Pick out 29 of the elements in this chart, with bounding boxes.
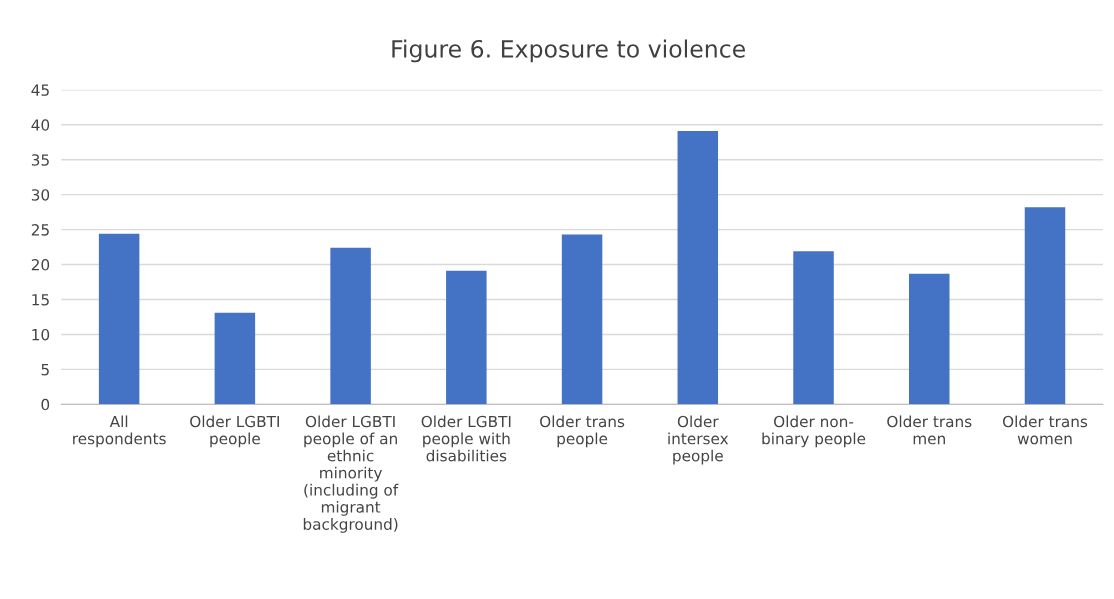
x-tick-label: Older non- binary people <box>762 415 866 448</box>
bar <box>793 251 834 405</box>
bar <box>330 247 371 405</box>
x-tick-label: Older intersex people <box>668 415 729 465</box>
y-tick-label: 35 <box>31 154 49 166</box>
bar <box>561 234 603 405</box>
x-tick-label: Older trans people <box>540 415 625 448</box>
x-tick-label: Older trans women <box>1002 415 1088 445</box>
x-tick-label: Older LGBTI people with disabilities <box>421 415 511 462</box>
y-tick-label: 30 <box>31 189 50 201</box>
y-tick-label: 10 <box>32 328 50 341</box>
x-tick-label: Older trans men <box>887 415 972 445</box>
y-tick-label: 25 <box>31 224 49 236</box>
x-tick-label: Older LGBTI people <box>190 415 279 448</box>
y-tick-label: 20 <box>31 259 50 271</box>
chart-title: Figure 6. Exposure to violence <box>392 39 745 63</box>
bar <box>446 270 487 405</box>
y-tick-label: 0 <box>41 398 50 411</box>
bar <box>98 233 140 405</box>
y-tick-label: 5 <box>41 364 49 376</box>
bar <box>214 312 256 405</box>
y-tick-label: 40 <box>31 119 50 131</box>
bar <box>1024 207 1066 405</box>
y-tick-label: 15 <box>32 294 49 306</box>
x-tick-label: All respondents <box>73 415 166 448</box>
x-tick-label: Older LGBTI people of an ethnic minority (including of migrant background) <box>303 415 399 533</box>
bar <box>909 273 950 405</box>
bar <box>677 131 719 405</box>
y-tick-label: 45 <box>31 84 49 96</box>
